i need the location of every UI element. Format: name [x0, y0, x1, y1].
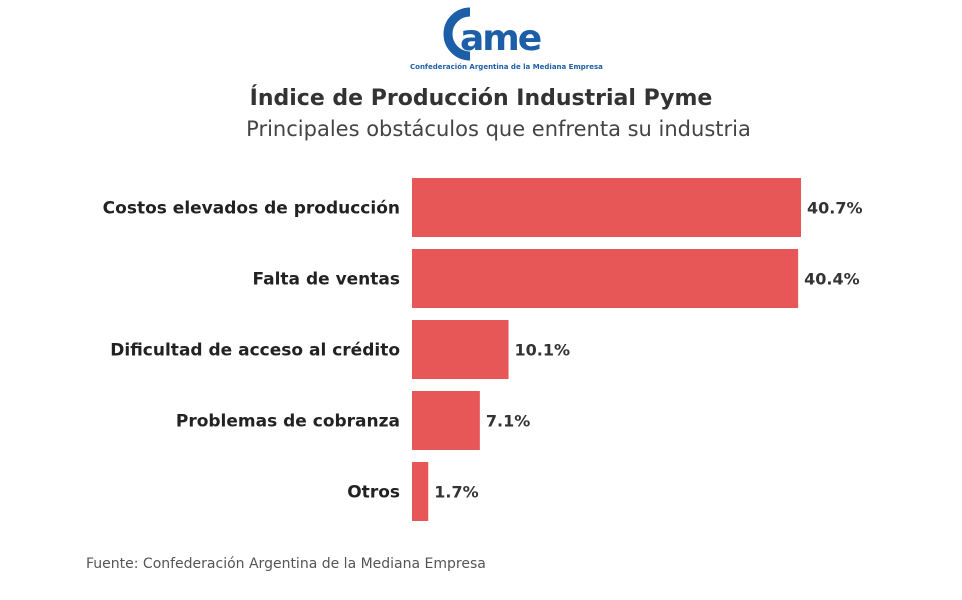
- data-label: 40.4%: [804, 270, 860, 289]
- came-logo: ame Confederación Argentina de la Median…: [410, 6, 603, 78]
- svg-text:ame: ame: [460, 18, 541, 59]
- source-note: Fuente: Confederación Argentina de la Me…: [86, 556, 486, 572]
- came-logo-mark: ame: [443, 7, 543, 61]
- bar: [412, 462, 429, 521]
- bar: [412, 178, 801, 237]
- category-label: Dificultad de acceso al crédito: [110, 341, 400, 361]
- data-label: 40.7%: [807, 199, 863, 218]
- data-label: 10.1%: [515, 341, 571, 360]
- bar: [412, 249, 799, 308]
- data-label: 7.1%: [486, 412, 530, 431]
- category-label: Falta de ventas: [253, 270, 400, 290]
- category-label: Costos elevados de producción: [103, 199, 400, 219]
- category-label: Otros: [347, 483, 400, 503]
- logo-tagline: Confederación Argentina de la Mediana Em…: [410, 63, 603, 71]
- bar: [412, 320, 509, 379]
- category-label: Problemas de cobranza: [176, 412, 400, 432]
- bar: [412, 391, 480, 450]
- chart-subtitle: Principales obstáculos que enfrenta su i…: [246, 117, 751, 141]
- chart-title: Índice de Producción Industrial Pyme: [249, 86, 713, 111]
- data-label: 1.7%: [434, 483, 478, 502]
